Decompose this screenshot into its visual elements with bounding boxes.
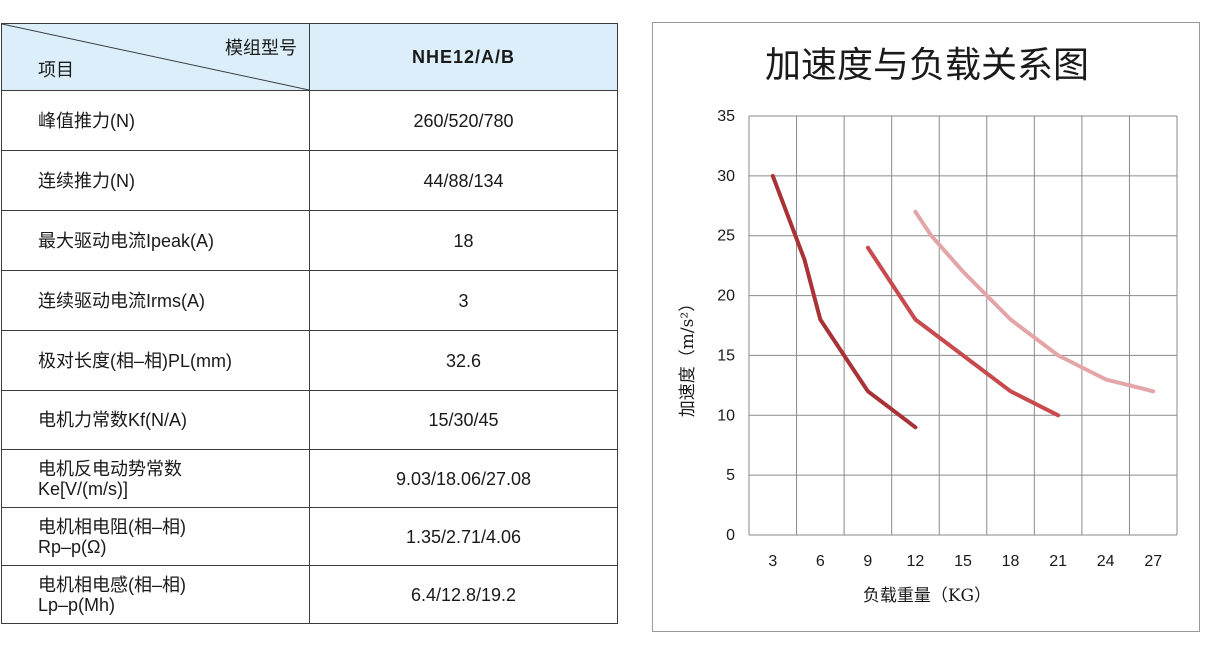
table-row: 电机力常数Kf(N/A) 15/30/45 [1, 390, 618, 450]
y-axis-label: 加速度（m/s²） [678, 295, 698, 417]
x-tick-label: 18 [1002, 553, 1020, 570]
y-tick-label: 15 [717, 347, 735, 364]
y-tick-label: 5 [726, 467, 735, 484]
row-label: 电机力常数Kf(N/A) [1, 390, 310, 450]
chart-series [770, 173, 1156, 430]
y-tick-label: 20 [717, 288, 735, 305]
row-label: 连续推力(N) [1, 150, 310, 211]
table-row: 连续驱动电流Irms(A) 3 [1, 270, 618, 331]
header-item-label: 项目 [38, 60, 74, 80]
table-row: 电机相电阻(相–相) Rp–p(Ω) 1.35/2.71/4.06 [1, 507, 618, 566]
chart-ticks: 0 5 10 15 20 25 30 35 3 6 9 12 15 18 21 24 27 [717, 108, 1162, 570]
header-model-name: NHE12/A/B [309, 23, 618, 91]
table-row: 峰值推力(N) 260/520/780 [1, 90, 618, 151]
spec-table: 模组型号 项目 NHE12/A/B 峰值推力(N) 260/520/780 连续… [1, 23, 618, 624]
row-label: 电机相电阻(相–相) [38, 516, 186, 537]
row-label-multiline: 电机相电感(相–相) Lp–p(Mh) [1, 565, 310, 624]
y-tick-label: 10 [717, 407, 735, 424]
chart-title: 加速度与负载关系图 [765, 45, 1089, 86]
row-label: 最大驱动电流Ipeak(A) [1, 210, 310, 271]
table-row: 极对长度(相–相)PL(mm) 32.6 [1, 330, 618, 391]
x-tick-label: 3 [768, 553, 777, 570]
x-tick-label: 6 [816, 553, 825, 570]
x-tick-label: 12 [907, 553, 925, 570]
x-tick-label: 9 [863, 553, 872, 570]
table-row: 连续推力(N) 44/88/134 [1, 150, 618, 211]
row-label: 极对长度(相–相)PL(mm) [1, 330, 310, 391]
row-value: 15/30/45 [309, 390, 618, 450]
row-label-multiline: 电机反电动势常数 Ke[V/(m/s)] [1, 449, 310, 508]
row-label: 峰值推力(N) [1, 90, 310, 151]
row-label: 电机反电动势常数 [38, 458, 182, 479]
row-label-line2: Lp–p(Mh) [38, 594, 116, 615]
table-row: 电机反电动势常数 Ke[V/(m/s)] 9.03/18.06/27.08 [1, 449, 618, 508]
chart-grid [748, 115, 1178, 536]
x-tick-label: 21 [1049, 553, 1067, 570]
row-value: 44/88/134 [309, 150, 618, 211]
table-row: 电机相电感(相–相) Lp–p(Mh) 6.4/12.8/19.2 [1, 565, 618, 624]
row-value: 260/520/780 [309, 90, 618, 151]
row-value: 18 [309, 210, 618, 271]
x-tick-label: 24 [1097, 553, 1115, 570]
row-label-line2: Rp–p(Ω) [38, 536, 107, 557]
row-label-multiline: 电机相电阻(相–相) Rp–p(Ω) [1, 507, 310, 566]
x-axis-label: 负载重量（KG） [863, 586, 991, 606]
series-line-3 [913, 209, 1156, 394]
row-label-line2: Ke[V/(m/s)] [38, 478, 129, 499]
series-line-1 [770, 173, 918, 430]
row-label: 电机相电感(相–相) [38, 574, 186, 595]
x-tick-label: 27 [1144, 553, 1162, 570]
x-tick-label: 15 [954, 553, 972, 570]
series-line-2 [865, 245, 1061, 418]
y-tick-label: 30 [717, 168, 735, 185]
y-tick-label: 35 [717, 108, 735, 125]
row-value: 3 [309, 270, 618, 331]
header-corner-cell: 模组型号 项目 [1, 23, 310, 91]
row-value: 32.6 [309, 330, 618, 391]
chart-panel: 加速度与负载关系图 0 5 10 15 20 25 30 35 3 6 9 12 15 18 21 24 27 … [652, 22, 1200, 632]
row-value: 6.4/12.8/19.2 [309, 565, 618, 624]
y-tick-label: 0 [726, 527, 735, 544]
table-header-row: 模组型号 项目 NHE12/A/B [1, 23, 618, 91]
row-value: 1.35/2.71/4.06 [309, 507, 618, 566]
row-label: 连续驱动电流Irms(A) [1, 270, 310, 331]
y-tick-label: 25 [717, 228, 735, 245]
table-row: 最大驱动电流Ipeak(A) 18 [1, 210, 618, 271]
header-model-label: 模组型号 [225, 38, 297, 58]
row-value: 9.03/18.06/27.08 [309, 449, 618, 508]
diagonal-divider [2, 24, 309, 90]
